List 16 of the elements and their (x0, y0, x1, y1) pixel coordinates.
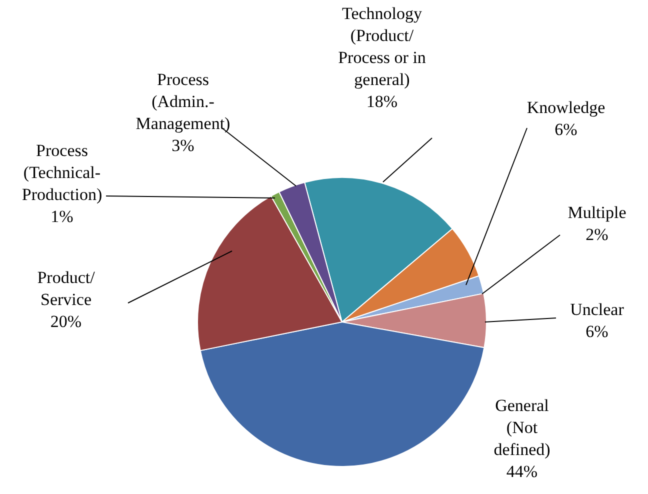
data-label: 2% (586, 224, 608, 244)
slice-label: Knowledge (526, 98, 606, 117)
data-label: 3% (172, 136, 194, 155)
data-label: 44% (506, 462, 538, 481)
data-label: 1% (50, 206, 74, 226)
data-label: 20% (50, 312, 82, 331)
slice-label: Technology (Product/ Process or in general) (338, 4, 426, 89)
slice-label: Product/ Service (37, 268, 96, 309)
slice-label: Process (Technical- Production) (22, 140, 102, 204)
slice-label: Process (Admin.- Management) (136, 70, 230, 133)
data-label: 6% (554, 120, 578, 139)
slice-label: General (Not defined) (494, 396, 550, 459)
data-label: 18% (366, 92, 398, 111)
slice-label: Multiple (568, 202, 626, 222)
slice-label: Unclear (570, 300, 624, 319)
data-label: 6% (586, 322, 608, 341)
